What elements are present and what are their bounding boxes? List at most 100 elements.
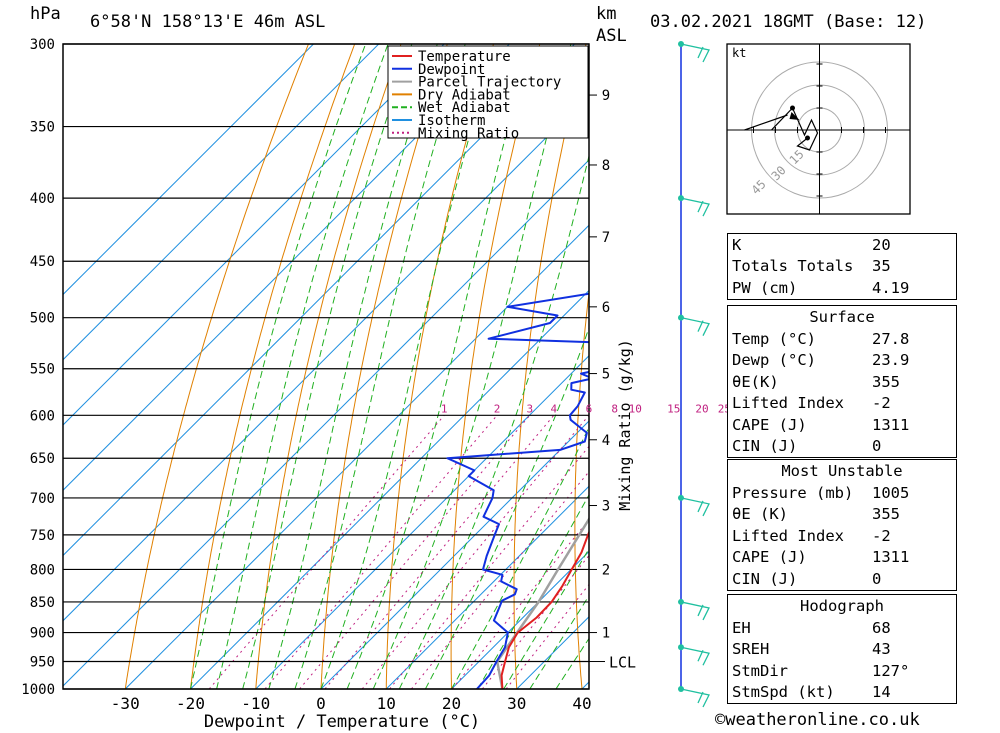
- pressure-tick-label: 700: [30, 491, 55, 507]
- surface-value: -2: [872, 394, 891, 413]
- km-tick-label: 6: [602, 300, 610, 316]
- legend-entry: Dry Adiabat: [418, 87, 511, 103]
- surface-panel: Surface Temp (°C) 27.8 Dewp (°C) 23.9 θE(K) 3…: [727, 305, 957, 458]
- index-row: PW (cm) 4.19: [728, 277, 956, 299]
- km-tick-label: 1: [602, 626, 610, 642]
- isotherm-line: [255, 355, 589, 689]
- most-unstable-value: 355: [872, 505, 900, 524]
- index-key: K: [732, 235, 742, 254]
- surface-key: Lifted Index: [732, 394, 844, 413]
- mixing-ratio-label: 8: [611, 402, 618, 415]
- wind-barb-icon: [680, 601, 710, 621]
- mixing-ratio-label: 20: [695, 402, 708, 415]
- parcel-trajectory-series: [495, 516, 589, 689]
- temperature-tick-label: -20: [176, 694, 205, 713]
- wet-adiabat-line: [320, 44, 497, 689]
- legend-entry: Temperature: [418, 49, 511, 65]
- surface-row: Temp (°C) 27.8: [728, 328, 956, 350]
- hodograph-title: Hodograph: [800, 597, 884, 615]
- legend-entry: Dewpoint: [418, 62, 485, 78]
- surface-key: CAPE (J): [732, 415, 807, 434]
- x-axis-title: Dewpoint / Temperature (°C): [204, 712, 480, 732]
- hodograph-trace: [771, 106, 819, 151]
- most-unstable-key: Lifted Index: [732, 526, 844, 545]
- site-link[interactable]: weatheronline.co.uk: [725, 710, 920, 730]
- hodograph-key: StmDir: [732, 661, 788, 680]
- surface-row: Dewp (°C) 23.9: [728, 350, 956, 372]
- hodograph-value: 127°: [872, 661, 910, 680]
- index-key: Totals Totals: [732, 257, 854, 276]
- hodograph-row: StmDir 127°: [728, 660, 956, 682]
- isotherm-line: [124, 224, 589, 689]
- indices-panel: K 20 Totals Totals 35 PW (cm) 4.19: [727, 233, 957, 300]
- axis-labels: 3003504004505005506006507007508008509009…: [21, 37, 636, 732]
- isotherm-line: [63, 44, 510, 491]
- most-unstable-row: Pressure (mb) 1005: [728, 482, 956, 504]
- wet-adiabat-line: [398, 153, 589, 689]
- wind-barb-icon: [680, 646, 710, 666]
- pressure-tick-label: 550: [30, 362, 55, 378]
- pressure-tick-label: 350: [30, 120, 55, 136]
- lcl-label: LCL: [609, 654, 636, 672]
- pressure-tick-label: 900: [30, 626, 55, 642]
- wind-profile: [678, 41, 710, 708]
- mixing-ratio-label: 15: [667, 402, 680, 415]
- most-unstable-key: CIN (J): [732, 569, 798, 588]
- wind-barb-dot: [678, 314, 684, 321]
- surface-key: CIN (J): [732, 437, 798, 456]
- index-value: 35: [872, 257, 891, 276]
- wet-adiabat-line: [503, 548, 589, 689]
- km-tick-label: 8: [602, 158, 610, 174]
- hodograph-key: SREH: [732, 640, 770, 659]
- surface-key: Temp (°C): [732, 329, 816, 348]
- most-unstable-row: Lifted Index -2: [728, 525, 956, 547]
- most-unstable-row: CAPE (J) 1311: [728, 547, 956, 569]
- surface-title: Surface: [809, 308, 875, 326]
- temperature-tick-label: -30: [111, 694, 140, 713]
- pressure-tick-label: 300: [30, 37, 55, 53]
- asl-axis-title: ASL: [596, 26, 627, 46]
- isotherm-line: [385, 485, 589, 689]
- pressure-tick-label: 400: [30, 191, 55, 207]
- index-row: K 20: [728, 234, 956, 256]
- wet-adiabat-line: [242, 44, 413, 689]
- storm-motion-arrow-icon: [789, 112, 800, 120]
- dry-adiabat-line: [634, 44, 679, 689]
- surface-key: θE(K): [732, 372, 779, 391]
- surface-value: 0: [872, 437, 882, 456]
- most-unstable-value: 0: [872, 569, 882, 588]
- hodograph-value: 14: [872, 683, 891, 702]
- index-value: 4.19: [872, 278, 910, 297]
- footer-credit[interactable]: ©weatheronline.co.uk: [715, 710, 920, 730]
- legend-entry: Mixing Ratio: [418, 126, 519, 142]
- most-unstable-value: 1005: [872, 483, 910, 502]
- datetime-title: 03.02.2021 18GMT (Base: 12): [650, 12, 927, 32]
- location-title: 6°58'N 158°13'E 46m ASL: [90, 12, 326, 32]
- hodograph-row: EH 68: [728, 617, 956, 639]
- wind-barb-icon: [680, 497, 710, 517]
- most-unstable-key: CAPE (J): [732, 548, 807, 567]
- hodograph-panel: Hodograph EH 68 SREH 43 StmDir 127° StmSpd (kt…: [727, 594, 957, 704]
- hodograph-row: SREH 43: [728, 639, 956, 661]
- mixing-ratio-line: [208, 414, 445, 689]
- km-axis-title: km: [596, 4, 617, 24]
- most-unstable-key: Pressure (mb): [732, 483, 854, 502]
- km-tick-label: 4: [602, 433, 610, 449]
- index-value: 20: [872, 235, 891, 254]
- surface-value: 1311: [872, 415, 910, 434]
- copyright-icon: ©: [715, 710, 726, 730]
- mixing-ratio-label: 4: [550, 402, 557, 415]
- pressure-tick-label: 1000: [21, 682, 55, 698]
- temperature-tick-label: -10: [241, 694, 270, 713]
- pressure-tick-label: 950: [30, 655, 55, 671]
- isotherm-line: [320, 420, 589, 689]
- surface-row: θE(K) 355: [728, 371, 956, 393]
- dry-adiabat-line: [190, 44, 356, 689]
- hodograph-key: EH: [732, 618, 751, 637]
- hodograph-row: StmSpd (kt) 14: [728, 682, 956, 704]
- km-tick-label: 5: [602, 367, 610, 383]
- mixing-ratio-line: [299, 414, 531, 689]
- temperature-tick-label: 30: [507, 694, 526, 713]
- dewpoint-series: [446, 292, 589, 689]
- hpa-axis-title: hPa: [30, 4, 61, 24]
